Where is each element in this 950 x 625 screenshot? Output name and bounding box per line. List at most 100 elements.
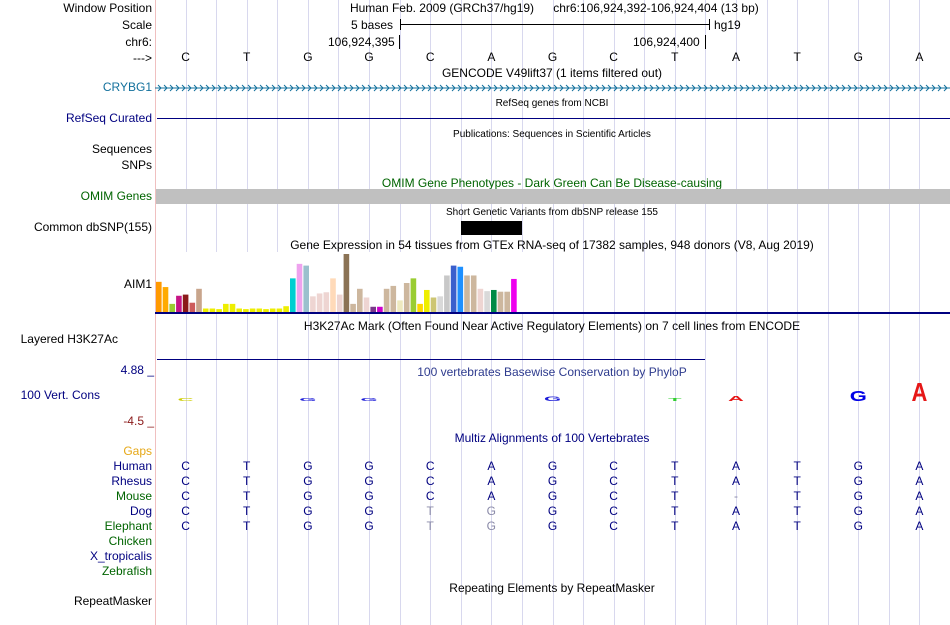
species-label[interactable]: Mouse: [115, 489, 152, 503]
gtex-tissue-bar[interactable]: [370, 306, 376, 312]
omim-feature-bar[interactable]: [156, 189, 950, 204]
gtex-tissue-bar[interactable]: [216, 309, 222, 312]
phylop-logo-letter: G: [360, 398, 377, 402]
gtex-tissue-bar[interactable]: [156, 281, 162, 312]
gtex-tissue-bar[interactable]: [229, 303, 236, 312]
strand-chevron: [211, 84, 216, 92]
aligned-base: T: [243, 459, 251, 473]
gtex-tissue-bar[interactable]: [176, 295, 182, 312]
snps-track-label[interactable]: SNPs: [121, 158, 152, 172]
strand-chevron: [421, 84, 426, 92]
gtex-tissue-bar[interactable]: [491, 289, 497, 312]
species-label[interactable]: Human: [113, 459, 152, 473]
gtex-tissue-bar[interactable]: [383, 288, 390, 312]
scale-bar-right-tick: [709, 19, 710, 30]
omim-track-label[interactable]: OMIM Genes: [80, 189, 152, 203]
gtex-tissue-bar[interactable]: [263, 309, 269, 312]
gtex-tissue-bar[interactable]: [290, 278, 296, 312]
gtex-tissue-bar[interactable]: [464, 275, 470, 312]
gtex-tissue-bar[interactable]: [357, 288, 363, 312]
gtex-tissue-bar[interactable]: [504, 291, 510, 312]
gtex-tissue-bar[interactable]: [249, 308, 256, 312]
species-label[interactable]: X_tropicalis: [89, 549, 152, 563]
gtex-tissue-bar[interactable]: [397, 300, 403, 312]
gtex-tissue-bar[interactable]: [484, 291, 490, 312]
aligned-base: T: [793, 459, 801, 473]
gtex-tissue-bar[interactable]: [236, 308, 242, 312]
species-label[interactable]: Rhesus: [111, 474, 152, 488]
gtex-tissue-bar[interactable]: [189, 302, 196, 312]
gtex-tissue-bar[interactable]: [424, 289, 430, 312]
gtex-tissue-bar[interactable]: [182, 294, 189, 312]
dbsnp-variant[interactable]: [461, 221, 522, 235]
gtex-tissue-bar[interactable]: [403, 283, 410, 312]
gtex-tissue-bar[interactable]: [477, 288, 484, 312]
gtex-tissue-bar[interactable]: [444, 275, 450, 312]
gtex-tissue-bar[interactable]: [296, 263, 303, 312]
species-label[interactable]: Elephant: [104, 519, 152, 533]
strand-chevron: [415, 84, 420, 92]
gtex-tissue-bar[interactable]: [511, 278, 517, 312]
gtex-tissue-bar[interactable]: [256, 308, 263, 312]
gtex-tissue-bar[interactable]: [323, 292, 330, 312]
strand-arrow-label: --->: [133, 51, 152, 65]
repeatmasker-track-title: Repeating Elements by RepeatMasker: [449, 581, 655, 595]
sequences-track-label[interactable]: Sequences: [91, 142, 152, 156]
strand-chevron: [805, 84, 810, 92]
strand-chevron: [199, 84, 204, 92]
aligned-base: A: [915, 474, 924, 488]
refseq-gene-line[interactable]: [157, 118, 950, 119]
gtex-tissue-bar[interactable]: [497, 291, 504, 312]
species-label[interactable]: Chicken: [108, 534, 152, 548]
aligned-base: A: [731, 474, 740, 488]
gtex-tissue-bar[interactable]: [437, 296, 443, 312]
aligned-base: G: [853, 459, 863, 473]
strand-chevron: [721, 84, 726, 92]
gencode-gene-feature[interactable]: [155, 82, 950, 94]
gtex-tissue-bar[interactable]: [283, 306, 289, 312]
gtex-tissue-bar[interactable]: [457, 266, 464, 312]
gtex-tissue-bar[interactable]: [169, 303, 175, 312]
gtex-tissue-bar[interactable]: [410, 278, 417, 312]
gtex-tissue-bar[interactable]: [330, 278, 336, 312]
gtex-tissue-bar[interactable]: [202, 308, 209, 312]
strand-chevron: [703, 84, 708, 92]
phylop-track-title: 100 vertebrates Basewise Conservation by…: [417, 365, 687, 379]
gtex-track-label[interactable]: AIM1: [123, 277, 152, 291]
dbsnp-track-label[interactable]: Common dbSNP(155): [33, 220, 152, 234]
reference-base: T: [793, 50, 801, 64]
gtex-tissue-bar[interactable]: [390, 285, 397, 312]
gtex-tissue-bar[interactable]: [316, 293, 323, 312]
gtex-tissue-bar[interactable]: [243, 309, 249, 312]
gtex-tissue-bar[interactable]: [350, 303, 356, 312]
gtex-tissue-bar[interactable]: [417, 303, 423, 312]
gtex-bar-chart[interactable]: [155, 252, 950, 316]
gtex-tissue-bar[interactable]: [363, 297, 370, 313]
aligned-base: A: [731, 519, 740, 533]
gtex-tissue-bar[interactable]: [470, 275, 477, 312]
aligned-base: G: [364, 504, 374, 518]
gtex-tissue-bar[interactable]: [343, 254, 350, 312]
h3k27ac-track-label[interactable]: Layered H3K27Ac: [20, 332, 118, 346]
strand-chevron: [373, 84, 378, 92]
gencode-track-label[interactable]: CRYBG1: [102, 80, 152, 94]
gtex-tissue-bar[interactable]: [430, 297, 437, 313]
gtex-tissue-bar[interactable]: [269, 308, 276, 312]
species-label[interactable]: Zebrafish: [101, 564, 152, 578]
gtex-tissue-bar[interactable]: [303, 265, 309, 312]
aligned-base: G: [303, 474, 313, 488]
gtex-tissue-bar[interactable]: [336, 294, 343, 312]
gtex-tissue-bar[interactable]: [276, 308, 283, 312]
species-label[interactable]: Dog: [129, 504, 152, 518]
gtex-tissue-bar[interactable]: [223, 303, 229, 312]
repeatmasker-track-label[interactable]: RepeatMasker: [73, 594, 152, 608]
gtex-tissue-bar[interactable]: [377, 306, 383, 312]
gtex-tissue-bar[interactable]: [310, 296, 316, 312]
gtex-tissue-bar[interactable]: [209, 308, 216, 312]
phylop-track-label[interactable]: 100 Vert. Cons: [20, 388, 100, 402]
gtex-tissue-bar[interactable]: [196, 288, 202, 312]
gtex-tissue-bar[interactable]: [162, 287, 169, 312]
gtex-tissue-bar[interactable]: [450, 265, 457, 312]
refseq-track-label[interactable]: RefSeq Curated: [65, 111, 152, 125]
